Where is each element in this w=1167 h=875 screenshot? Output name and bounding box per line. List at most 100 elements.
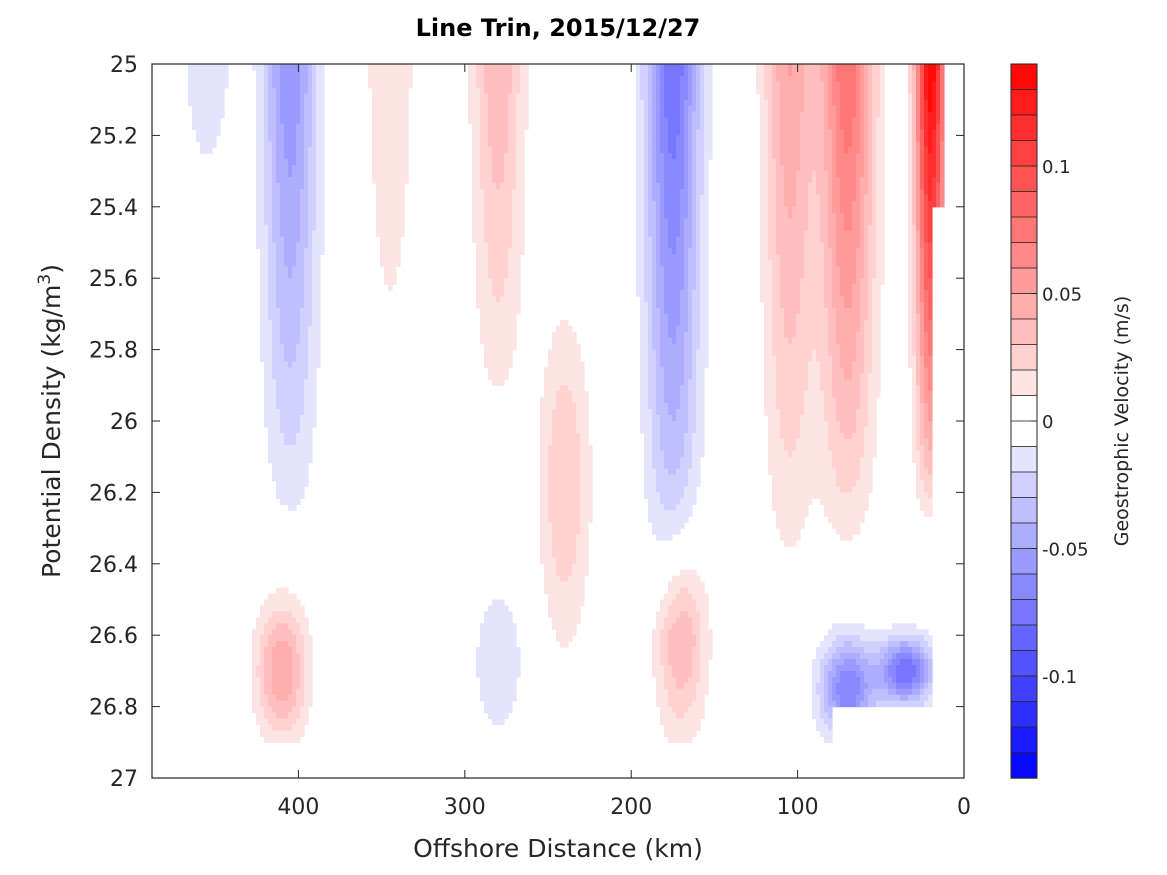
contour-cell	[912, 117, 917, 125]
contour-cell	[872, 69, 881, 77]
contour-cell	[652, 153, 657, 160]
contour-cell	[828, 212, 837, 220]
contour-cell	[928, 194, 933, 202]
contour-cell	[268, 290, 277, 297]
contour-cell	[292, 647, 297, 654]
contour-cell	[492, 153, 505, 160]
contour-cell	[664, 593, 677, 601]
contour-cell	[856, 343, 865, 351]
contour-cell	[776, 385, 809, 392]
contour-cell	[636, 183, 645, 190]
contour-cell	[636, 129, 645, 136]
y-tick-label: 25.8	[89, 339, 138, 364]
contour-cell	[916, 165, 921, 172]
contour-cell	[472, 129, 481, 136]
contour-cell	[276, 486, 305, 493]
contour-cell	[924, 242, 929, 250]
contour-cell	[932, 194, 937, 202]
contour-cell	[868, 69, 873, 77]
contour-cell	[544, 379, 585, 386]
contour-cell	[652, 325, 661, 333]
contour-cell	[684, 147, 689, 154]
contour-cell	[636, 236, 645, 244]
contour-cell	[372, 147, 409, 154]
contour-cell	[696, 212, 701, 220]
contour-cell	[804, 81, 825, 89]
contour-cell	[268, 617, 297, 624]
contour-cell	[688, 123, 693, 131]
contour-cell	[572, 569, 589, 577]
contour-cell	[272, 177, 277, 184]
y-axis-label-superscript: 3	[35, 274, 55, 285]
contour-cell	[488, 260, 509, 267]
contour-cell	[692, 670, 701, 678]
contour-cell	[860, 200, 865, 208]
contour-cell	[656, 391, 665, 398]
contour-cell	[896, 676, 913, 684]
contour-cell	[280, 218, 301, 226]
contour-cell	[908, 141, 913, 148]
contour-cell	[860, 141, 865, 148]
contour-cell	[200, 147, 213, 154]
contour-cell	[856, 254, 865, 261]
contour-cell	[924, 379, 929, 386]
contour-cell	[512, 242, 525, 250]
contour-cell	[472, 206, 485, 214]
contour-cell	[480, 319, 517, 327]
contour-cell	[516, 177, 525, 184]
contour-cell	[804, 230, 821, 238]
contour-cell	[920, 87, 925, 95]
contour-cell	[652, 147, 657, 154]
contour-cell	[892, 676, 897, 684]
contour-cell	[652, 93, 657, 101]
colorbar-tick-label: 0.05	[1042, 285, 1082, 306]
contour-cell	[696, 361, 709, 369]
contour-cell	[828, 87, 833, 95]
contour-cell	[300, 200, 309, 208]
contour-cell	[272, 629, 293, 636]
contour-cell	[804, 248, 825, 255]
contour-cell	[920, 361, 925, 369]
contour-cell	[872, 337, 881, 345]
contour-cell	[568, 385, 585, 392]
contour-cell	[692, 111, 701, 119]
contour-cell	[676, 331, 685, 339]
contour-cell	[932, 81, 937, 89]
contour-cell	[816, 349, 829, 357]
contour-cell	[920, 670, 925, 678]
contour-cell	[312, 230, 325, 238]
contour-cell	[696, 165, 705, 172]
contour-cell	[576, 540, 589, 547]
contour-cell	[268, 99, 277, 107]
contour-field	[188, 64, 945, 743]
contour-cell	[916, 105, 921, 113]
contour-cell	[696, 87, 701, 95]
contour-cell	[652, 177, 657, 184]
contour-cell	[652, 659, 661, 666]
contour-cell	[868, 105, 873, 113]
contour-cell	[660, 99, 665, 107]
contour-cell	[908, 290, 913, 297]
contour-cell	[920, 664, 925, 672]
contour-cell	[852, 141, 861, 148]
contour-cell	[652, 343, 661, 351]
contour-cell	[804, 266, 825, 273]
contour-cell	[820, 659, 829, 666]
contour-cell	[268, 444, 313, 452]
contour-cell	[872, 105, 881, 113]
contour-cell	[864, 129, 869, 136]
contour-cell	[864, 248, 869, 255]
contour-cell	[576, 409, 589, 416]
contour-cell	[296, 260, 305, 267]
contour-cell	[760, 218, 769, 226]
contour-cell	[664, 165, 685, 172]
contour-cell	[772, 141, 781, 148]
contour-cell	[476, 266, 489, 273]
contour-cell	[264, 159, 273, 166]
contour-cell	[780, 272, 805, 279]
contour-cell	[308, 177, 317, 184]
contour-cell	[700, 313, 709, 321]
contour-cell	[644, 135, 649, 142]
contour-cell	[488, 105, 509, 113]
contour-cell	[540, 468, 549, 476]
